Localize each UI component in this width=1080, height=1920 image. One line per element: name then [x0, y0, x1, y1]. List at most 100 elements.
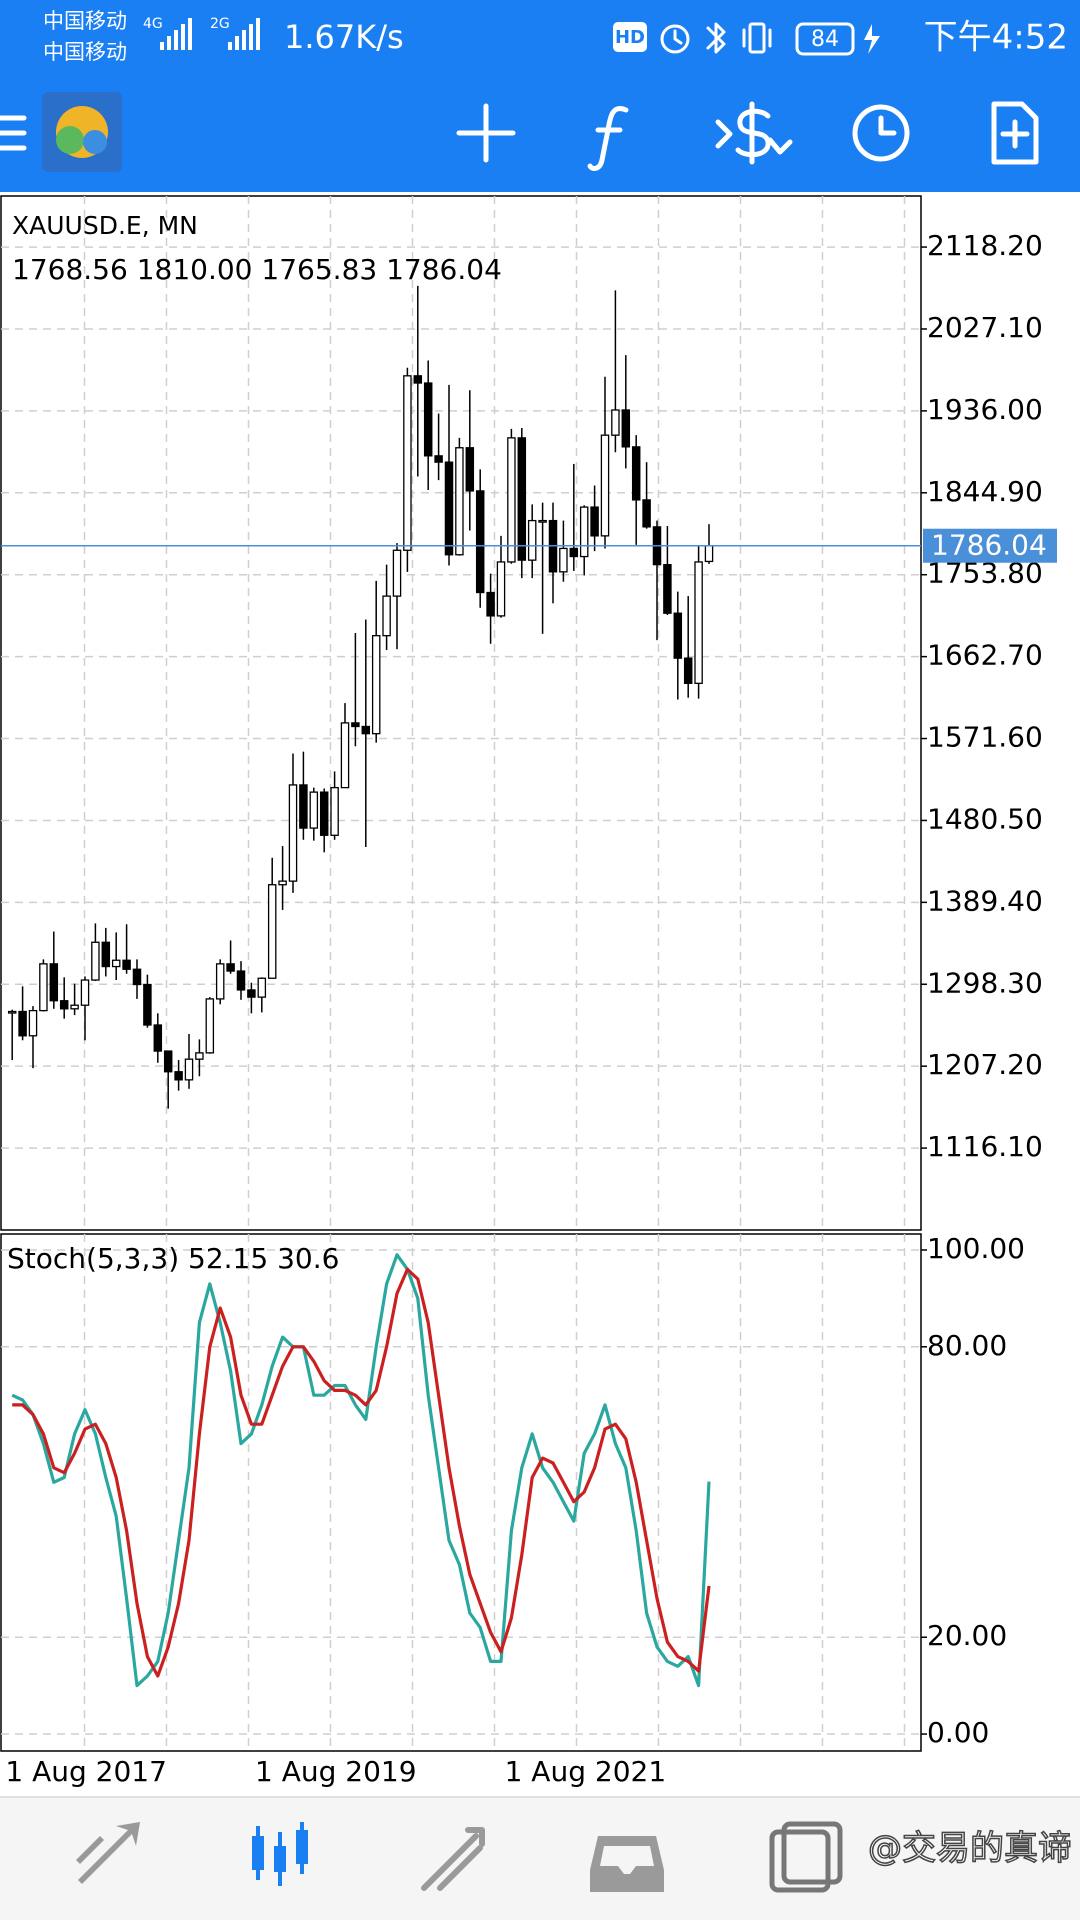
indicators-button[interactable] — [587, 106, 629, 171]
status-bar: 中国移动 中国移动 4G 2G 1.67K/s HD 84 下午4:52 — [43, 9, 1068, 64]
y-tick-label: 1571.60 — [927, 721, 1043, 754]
indicator-name: Stoch(5,3,3) — [7, 1242, 179, 1275]
y-tick-label: 1298.30 — [927, 966, 1043, 999]
ohlc-value: 1786.04 — [386, 253, 502, 286]
history-tab[interactable] — [590, 1836, 664, 1892]
stoch-line — [12, 1267, 711, 1678]
candle-body — [538, 519, 547, 523]
y-tick-label: 20.00 — [927, 1619, 1007, 1652]
app-logo[interactable] — [42, 92, 122, 172]
candle-body — [392, 549, 402, 597]
candle-body — [444, 461, 454, 556]
candle-body — [184, 1058, 194, 1081]
candle-body — [559, 547, 568, 573]
candle-body — [590, 506, 599, 537]
menu-button[interactable] — [0, 115, 27, 151]
candle-body — [18, 1010, 27, 1037]
toolbar — [0, 92, 1039, 172]
chart-tab[interactable] — [252, 1822, 308, 1886]
y-tick-label: 2118.20 — [927, 229, 1043, 262]
candle-body — [267, 884, 277, 979]
candle-body — [122, 959, 131, 970]
indicator-value: 30.6 — [277, 1242, 339, 1275]
candle-body — [663, 563, 672, 614]
candle-body — [278, 880, 287, 886]
candle-body — [257, 977, 267, 998]
ohlc-header: 1768.56 1810.00 1765.83 1786.04 — [12, 253, 502, 286]
y-tick-label: 1662.70 — [927, 639, 1043, 672]
trade-button[interactable] — [715, 101, 793, 165]
candle-body — [80, 979, 90, 1006]
stoch-header: Stoch(5,3,3) 52.15 30.6 — [7, 1242, 339, 1275]
price-tag-label: 1786.04 — [931, 529, 1047, 562]
quotes-tab[interactable] — [76, 1822, 140, 1884]
candle-body — [288, 784, 298, 882]
candle-body — [340, 722, 350, 789]
x-tick-label: 1 Aug 2021 — [505, 1755, 667, 1788]
candle-body — [247, 989, 256, 998]
settings-tab[interactable] — [769, 1821, 843, 1893]
new-order-button[interactable] — [991, 101, 1039, 165]
candle-body — [236, 970, 246, 991]
app-header — [0, 0, 1080, 192]
candle-body — [455, 447, 464, 556]
candle-body — [195, 1052, 204, 1060]
hd-badge — [613, 22, 647, 52]
crosshair-button[interactable] — [456, 103, 516, 163]
candle-body — [704, 545, 714, 563]
candle-body — [153, 1024, 163, 1052]
y-tick-label: 1207.20 — [927, 1048, 1043, 1081]
net-speed: 1.67K/s — [284, 18, 404, 56]
y-tick-label: 1936.00 — [927, 393, 1043, 426]
candle-body — [70, 1004, 79, 1010]
y-tick-label: 1389.40 — [927, 884, 1043, 917]
candle-body — [299, 784, 308, 829]
candle-body — [111, 959, 121, 968]
chart-layer: 2118.202027.101936.001844.901753.801662.… — [1, 196, 1057, 1788]
symbol-label: XAUUSD.E, MN — [12, 211, 198, 240]
y-tick-label: 0.00 — [927, 1716, 989, 1749]
history-button[interactable] — [852, 104, 910, 162]
status-icons — [660, 22, 772, 54]
hd-label: HD — [615, 27, 645, 48]
candle-body — [101, 941, 111, 968]
candle-body — [631, 446, 641, 501]
candle-body — [28, 1009, 38, 1037]
price-tag — [923, 528, 1057, 563]
candle-body — [330, 786, 339, 836]
candle-body — [91, 941, 100, 981]
candle-body — [174, 1071, 183, 1081]
candle-body — [132, 968, 142, 986]
candle-body — [163, 1050, 173, 1073]
candle-body — [49, 963, 59, 1002]
y-tick-label: 80.00 — [927, 1329, 1007, 1362]
candle-body — [319, 791, 329, 836]
candle-body — [611, 409, 620, 436]
y-tick-label: 1116.10 — [927, 1130, 1043, 1163]
candle-body — [205, 998, 215, 1054]
candle-body — [413, 375, 423, 384]
candle-body — [309, 791, 319, 829]
candle-body — [7, 1010, 17, 1014]
candle-body — [361, 725, 371, 735]
candle-body — [351, 722, 360, 728]
trade-tab[interactable] — [421, 1827, 485, 1891]
candle-body — [371, 635, 381, 735]
watermark: @交易的真谛 — [868, 1829, 1072, 1869]
stoch-panel — [0, 1233, 922, 1752]
candle-body — [382, 595, 391, 637]
candle-body — [226, 963, 235, 972]
candle-body — [600, 434, 610, 537]
carrier: 中国移动 — [43, 40, 127, 64]
battery-icon — [795, 22, 855, 56]
candle-body — [621, 409, 631, 448]
candle-body — [59, 1000, 69, 1010]
ohlc-value: 1810.00 — [137, 253, 253, 286]
candle-body — [694, 561, 703, 684]
y-tick-label: 1480.50 — [927, 802, 1043, 835]
x-tick-label: 1 Aug 2019 — [255, 1755, 417, 1788]
candle-body — [434, 455, 443, 463]
candle-body — [517, 437, 527, 561]
candle-body — [215, 963, 225, 1000]
